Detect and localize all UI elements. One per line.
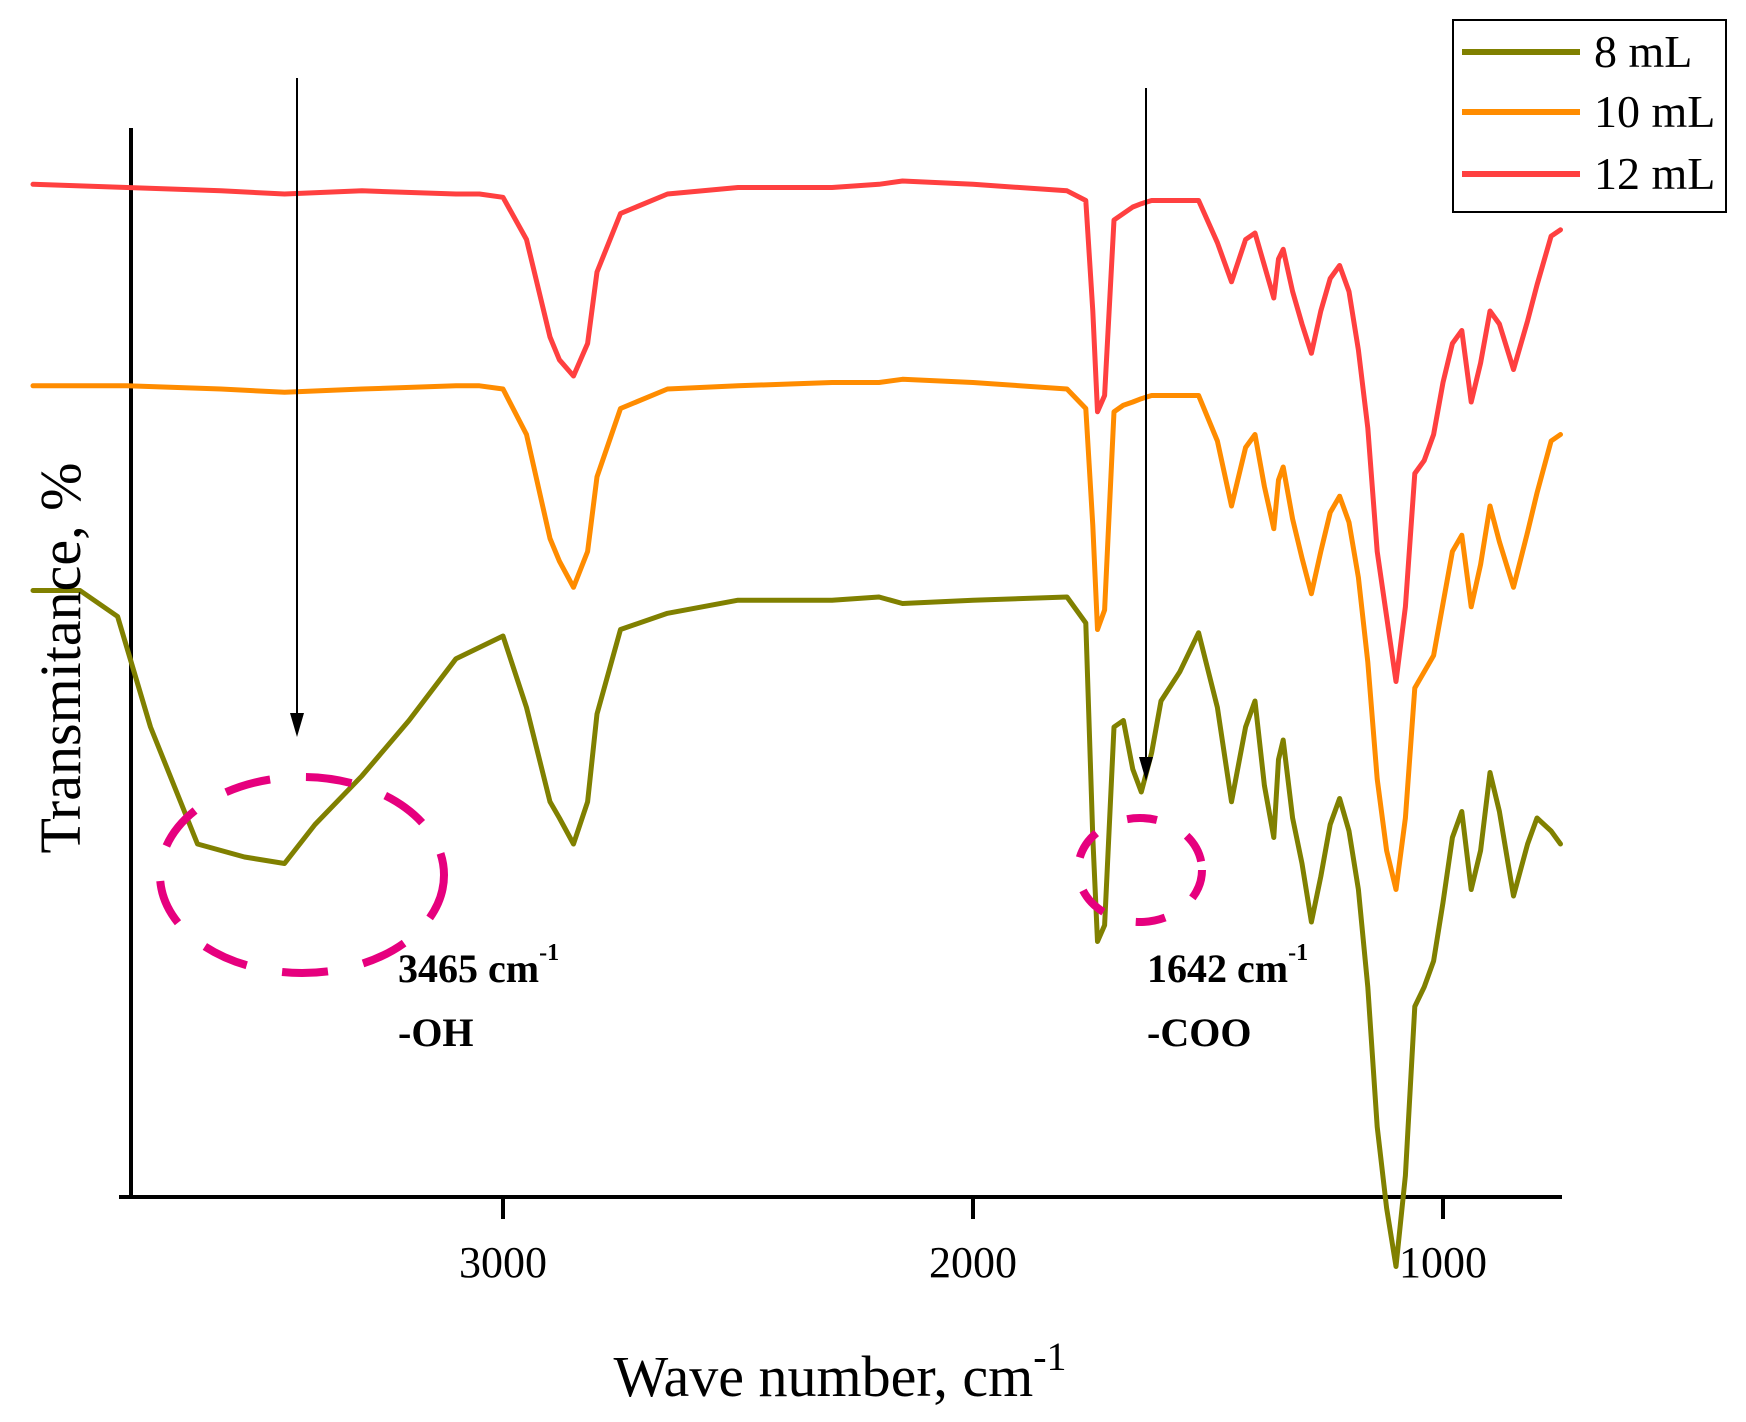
highlight-circle-oh: [156, 773, 448, 977]
x-tick-label-2000: 2000: [929, 1238, 1017, 1287]
annotation-oh-group: -OH: [398, 1010, 474, 1055]
legend-items: 8 mL 10 mL 12 mL: [1462, 26, 1715, 199]
legend: 8 mL 10 mL 12 mL: [1452, 19, 1727, 213]
arrow-oh: [290, 78, 304, 737]
legend-box: [1452, 19, 1727, 213]
series-line-10-ml: [30, 376, 1563, 892]
x-axis-ticks: 3000 2000 1000: [459, 1197, 1487, 1287]
annotation-coo-wavenumber: 1642 cm-1: [1147, 940, 1308, 991]
annotation-coo-group: -COO: [1147, 1010, 1251, 1055]
arrow-coo-head: [1139, 757, 1153, 781]
annotation-oh-wavenumber: 3465 cm-1: [398, 940, 559, 991]
x-axis-title: Wave number, cm-1: [613, 1334, 1066, 1409]
legend-label-12-ml: 12 mL: [1594, 148, 1715, 199]
arrow-coo: [1139, 88, 1153, 781]
arrow-oh-head: [290, 713, 304, 737]
highlight-circle-coo: [1074, 814, 1206, 926]
series-line-8-ml: [30, 588, 1563, 1269]
x-tick-label-3000: 3000: [459, 1238, 547, 1287]
series-line-12-ml: [30, 178, 1563, 684]
x-tick-label-1000: 1000: [1399, 1238, 1487, 1287]
legend-label-10-ml: 10 mL: [1594, 86, 1715, 137]
legend-label-8-ml: 8 mL: [1594, 26, 1692, 77]
y-axis-title: Transmitance, %: [28, 463, 93, 854]
series-layer: [30, 178, 1563, 1269]
